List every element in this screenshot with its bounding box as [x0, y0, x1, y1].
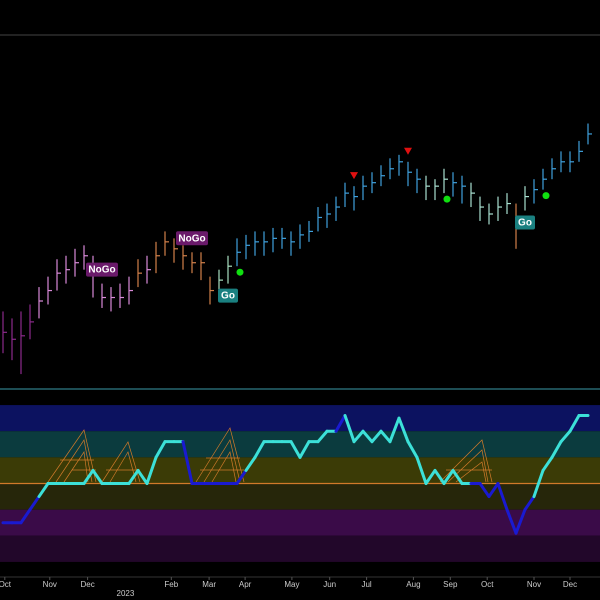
- fan-shape: [439, 439, 493, 483]
- x-tick-label: Apr: [239, 580, 252, 589]
- oscillator-segment: [289, 440, 302, 459]
- oscillator-segment: [541, 455, 554, 472]
- x-tick-label: Oct: [0, 580, 12, 589]
- oscillator-segment: [136, 468, 149, 485]
- oscillator-segment: [433, 468, 446, 485]
- oscillator-band: [0, 535, 600, 562]
- oscillator-segment: [37, 482, 50, 499]
- oscillator-segment: [181, 440, 194, 485]
- x-tick-label: Feb: [164, 580, 178, 589]
- oscillator-segment: [388, 416, 401, 444]
- oscillator-segment: [298, 440, 311, 459]
- oscillator-segment: [316, 429, 329, 444]
- oscillator-segment: [154, 440, 167, 459]
- oscillator-segment: [415, 455, 428, 485]
- sell-marker: [350, 172, 358, 180]
- buy-marker: [542, 192, 550, 200]
- signal-label-box: [218, 288, 238, 303]
- fan-shape: [47, 429, 97, 483]
- signal-label-box: [176, 231, 208, 246]
- x-tick-label: May: [284, 580, 299, 589]
- oscillator-segment: [343, 414, 356, 444]
- x-tick-label: Jul: [361, 580, 371, 589]
- x-tick-label: Jun: [323, 580, 336, 589]
- oscillator-segment: [523, 495, 536, 512]
- oscillator-segment: [370, 429, 383, 444]
- oscillator-segment: [145, 455, 158, 485]
- x-tick-label: Nov: [43, 580, 57, 589]
- signal-label: Go: [518, 218, 532, 229]
- oscillator-segment: [424, 468, 437, 485]
- oscillator-segment: [406, 440, 419, 459]
- signal-label-box: [515, 215, 535, 230]
- fan-shape: [195, 427, 245, 483]
- signal-label: NoGo: [88, 265, 115, 276]
- oscillator-band: [0, 509, 600, 536]
- x-tick-label: Mar: [202, 580, 216, 589]
- oscillator-band: [0, 431, 600, 458]
- x-tick-label: Sep: [443, 580, 458, 589]
- x-tick-label: Nov: [527, 580, 541, 589]
- oscillator-segment: [550, 440, 563, 459]
- oscillator-segment: [235, 468, 248, 485]
- go-fan: [47, 427, 493, 483]
- oscillator-band: [0, 483, 600, 510]
- signal-label: Go: [221, 291, 235, 302]
- buy-marker: [443, 195, 451, 203]
- oscillator-segment: [19, 508, 32, 525]
- x-tick-label: Dec: [80, 580, 94, 589]
- oscillator-segment: [487, 482, 500, 499]
- oscillator-segment: [397, 416, 410, 444]
- x-tick-label: Dec: [563, 580, 577, 589]
- oscillator-segment: [442, 468, 455, 485]
- oscillator-segment: [28, 495, 41, 512]
- oscillator-segment: [352, 429, 365, 444]
- oscillator-segment: [361, 429, 374, 444]
- oscillator-segment: [82, 468, 95, 485]
- sell-marker: [404, 147, 412, 155]
- oscillator-segment: [478, 482, 491, 499]
- oscillator-segment: [451, 468, 464, 485]
- oscillator-segment: [568, 414, 581, 433]
- oscillator-segment: [505, 508, 518, 535]
- x-tick-label: Oct: [481, 580, 494, 589]
- buy-marker: [236, 268, 244, 276]
- oscillator-bands: [0, 405, 600, 562]
- oscillator-segment: [379, 429, 392, 444]
- oscillator-segment: [559, 429, 572, 444]
- oscillator-segment: [253, 440, 266, 459]
- oscillator-segment: [244, 455, 257, 472]
- oscillator-band: [0, 405, 600, 432]
- x-tick-label: Aug: [406, 580, 420, 589]
- oscillator-segment: [127, 468, 140, 485]
- signal-label-box: [86, 262, 118, 277]
- year-label: 2023: [117, 589, 135, 598]
- oscillator-segment: [334, 414, 347, 433]
- oscillator-segment: [514, 508, 527, 535]
- signal-label: NoGo: [178, 233, 205, 244]
- oscillator-segment: [91, 468, 104, 485]
- oscillator-segment: [496, 482, 509, 512]
- oscillator-segment: [532, 468, 545, 499]
- fan-shape: [101, 441, 141, 483]
